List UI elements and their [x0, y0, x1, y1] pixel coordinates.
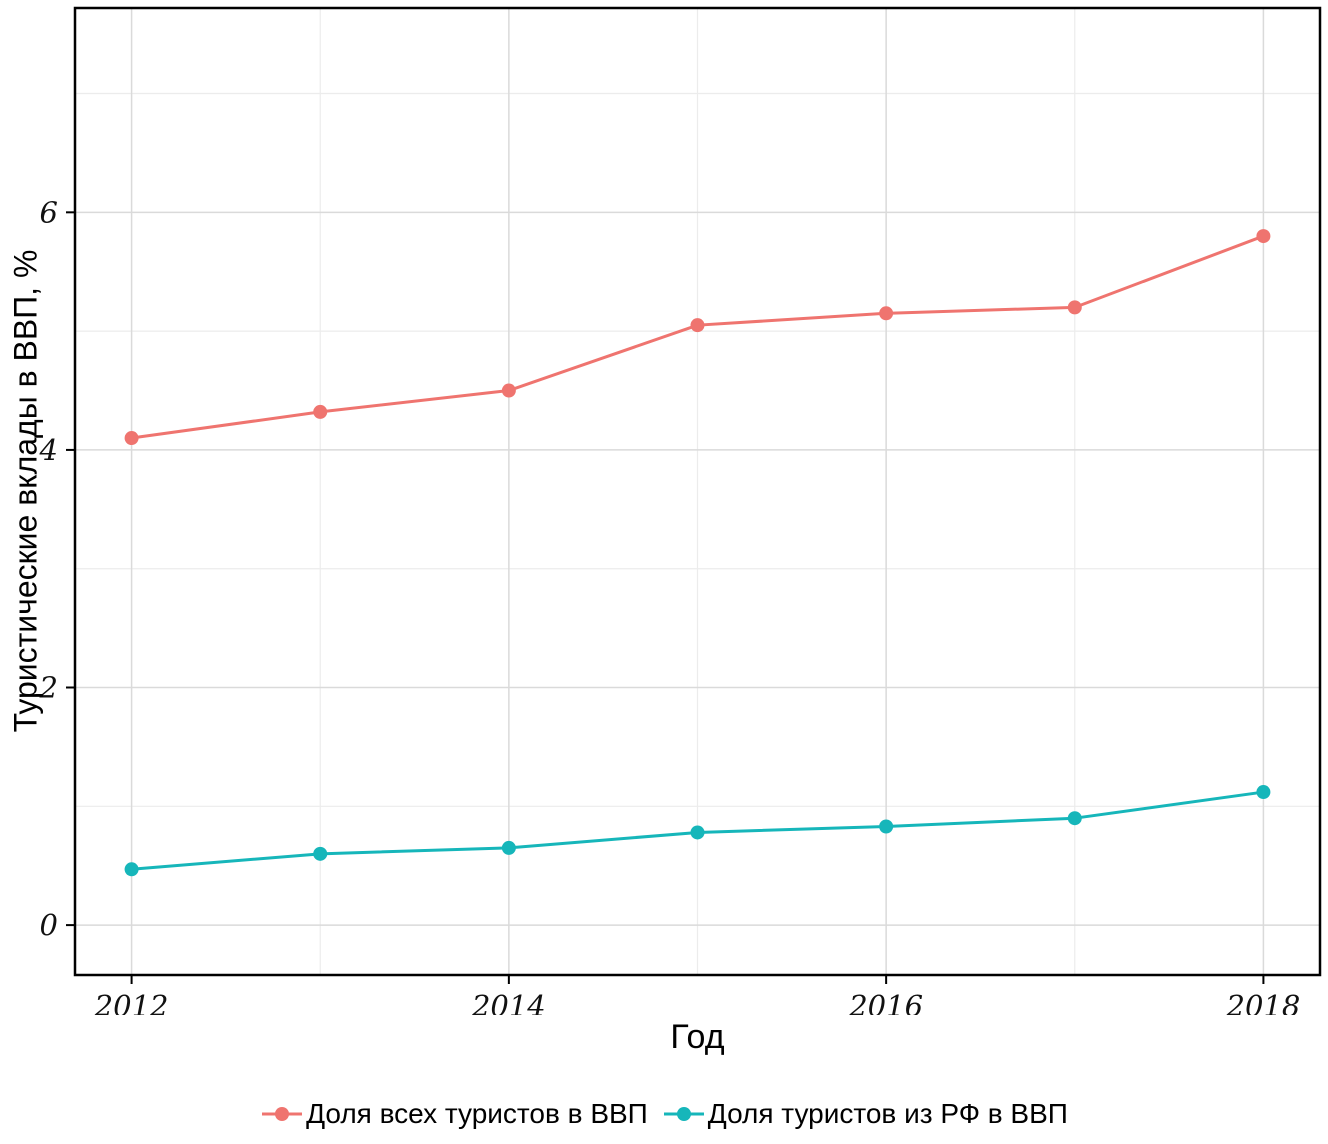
data-point-series-2	[1256, 785, 1271, 800]
data-point-series-2	[879, 819, 894, 834]
panel-border	[73, 6, 1322, 977]
data-point-series-1	[501, 383, 516, 398]
data-point-series-2	[124, 862, 139, 877]
legend-key-dot	[275, 1107, 290, 1121]
data-point-series-1	[1067, 300, 1082, 315]
data-point-series-2	[1067, 811, 1082, 826]
x-tick-label: 2012	[94, 989, 169, 1015]
data-point-series-2	[313, 846, 328, 861]
legend-item-series1: Доля всех туристов в ВВП	[260, 1098, 648, 1130]
legend-label-series2: Доля туристов из РФ в ВВП	[707, 1098, 1068, 1129]
legend-key-dot	[676, 1107, 691, 1121]
legend: Доля всех туристов в ВВП Доля туристов и…	[0, 1098, 1328, 1130]
y-tick-label: 2	[39, 671, 58, 705]
data-point-series-1	[879, 306, 894, 321]
plot-area: 2012 2014 2016 2018 0 2 4 6	[39, 6, 1322, 1015]
data-point-series-2	[690, 825, 705, 840]
data-point-series-2	[501, 840, 516, 855]
legend-item-series2: Доля туристов из РФ в ВВП	[662, 1098, 1068, 1130]
x-tick-label: 2018	[1226, 989, 1301, 1015]
data-point-series-1	[1256, 229, 1271, 244]
legend-line-dot-marker-series1	[260, 1102, 304, 1126]
y-tick-label: 4	[39, 433, 58, 467]
legend-label-series1: Доля всех туристов в ВВП	[306, 1098, 648, 1129]
x-tick-label: 2014	[471, 989, 546, 1015]
legend-line-dot-marker-series2	[662, 1102, 706, 1126]
data-point-series-1	[124, 431, 139, 446]
data-point-series-1	[690, 318, 705, 333]
x-tick-label: 2016	[848, 989, 923, 1015]
y-tick-label: 0	[40, 908, 58, 942]
data-point-series-1	[313, 404, 328, 419]
y-tick-label: 6	[40, 195, 58, 229]
y-axis-title: Туристические вклады в ВВП, %	[7, 249, 44, 733]
x-axis-title: Год	[670, 1018, 725, 1056]
